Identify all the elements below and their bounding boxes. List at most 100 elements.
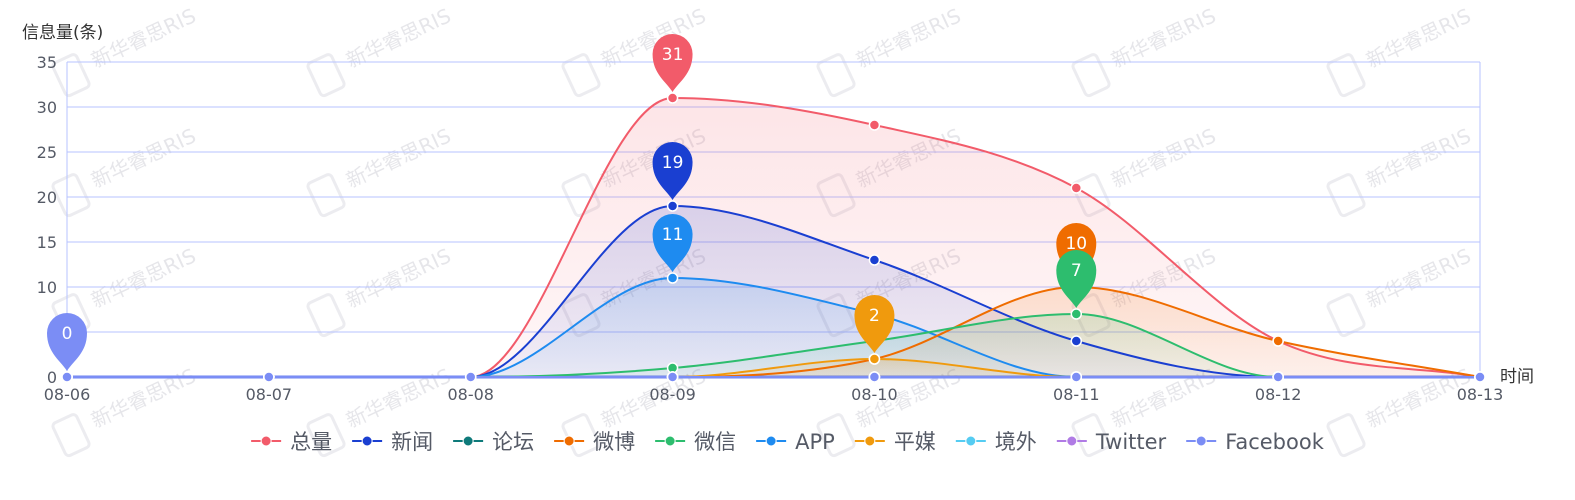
watermark-logo xyxy=(1326,53,1366,98)
legend-item-Twitter: Twitter xyxy=(1056,430,1167,454)
point-新闻 xyxy=(868,254,881,266)
watermark: 新华睿思RIS xyxy=(816,3,964,98)
watermark-logo xyxy=(816,53,856,98)
marker-value: 7 xyxy=(1071,261,1082,281)
point-Facebook xyxy=(61,371,73,383)
x-tick-label: 08-08 xyxy=(447,385,494,404)
point-APP xyxy=(666,272,679,284)
x-axis-title: 时间 xyxy=(1500,367,1534,387)
legend-swatch-dot xyxy=(765,435,777,447)
x-tick-label: 08-11 xyxy=(1053,385,1100,404)
y-axis-title: 信息量(条) xyxy=(22,23,103,43)
watermark: 新华睿思RIS xyxy=(51,363,199,458)
y-tick-label: 15 xyxy=(37,233,57,252)
max-marker-新闻: 19 xyxy=(652,142,693,200)
watermark-text: 新华睿思RIS xyxy=(87,123,199,192)
max-marker-APP: 11 xyxy=(652,214,693,272)
marker-value: 2 xyxy=(869,306,880,326)
point-Facebook xyxy=(464,371,477,383)
legend-label: 论坛 xyxy=(492,430,534,454)
y-tick-label: 0 xyxy=(47,368,57,387)
legend-swatch-dot xyxy=(664,435,676,447)
area-APP xyxy=(67,278,1480,377)
max-marker-微信: 7 xyxy=(1056,250,1097,308)
watermark-text: 新华睿思RIS xyxy=(87,363,199,432)
marker-value: 0 xyxy=(62,324,73,344)
x-tick-label: 08-10 xyxy=(851,385,898,404)
legend-label: APP xyxy=(795,430,835,454)
point-微信 xyxy=(1070,308,1083,320)
marker-value: 11 xyxy=(662,225,684,245)
watermark-logo xyxy=(1326,413,1366,458)
watermark: 新华睿思RIS xyxy=(51,123,199,218)
marker-value: 19 xyxy=(662,153,684,173)
legend-swatch-dot xyxy=(260,435,272,447)
watermark-logo xyxy=(561,53,601,98)
legend-label: 微信 xyxy=(694,430,736,454)
watermark-text: 新华睿思RIS xyxy=(1362,123,1474,192)
legend-label: Twitter xyxy=(1095,430,1167,454)
watermark: 新华睿思RIS xyxy=(1326,123,1474,218)
point-微博 xyxy=(1272,335,1284,347)
marker-pin-shape xyxy=(47,313,87,371)
watermark: 新华睿思RIS xyxy=(306,243,454,338)
marker-pin-shape xyxy=(652,214,693,272)
point-Facebook xyxy=(868,371,881,383)
point-Facebook xyxy=(263,371,275,383)
watermark: 新华睿思RIS xyxy=(306,123,454,218)
max-marker-总量: 31 xyxy=(652,34,693,92)
y-tick-label: 35 xyxy=(37,53,57,72)
legend-swatch-dot xyxy=(864,435,876,447)
y-tick-label: 10 xyxy=(37,278,57,297)
area-微信 xyxy=(67,314,1480,377)
x-axis-ticks: 08-06 08-07 08-08 08-09 08-10 08-11 08-12 08-13 xyxy=(44,377,1504,404)
watermark-text: 新华睿思RIS xyxy=(87,243,199,312)
marker-value: 31 xyxy=(662,45,684,65)
x-tick-label: 08-13 xyxy=(1457,385,1504,404)
max-marker-平媒: 2 xyxy=(854,295,895,353)
max-value-markers: 31 19 10 7 11 2 0 xyxy=(47,34,1097,371)
watermark: 新华睿思RIS xyxy=(1326,243,1474,338)
watermark-logo xyxy=(51,173,91,218)
legend-swatch-dot xyxy=(563,435,575,447)
marker-value: 10 xyxy=(1065,234,1087,254)
legend-item-境外: 境外 xyxy=(955,430,1037,454)
chart-legend: 总量 新闻 论坛 微博 微信 APP 平媒 境外 Twitter Facebook xyxy=(251,430,1325,454)
watermark-logo xyxy=(51,53,91,98)
y-tick-label: 25 xyxy=(37,143,57,162)
marker-pin-shape xyxy=(652,142,693,200)
legend-swatch-dot xyxy=(361,435,373,447)
x-tick-label: 08-09 xyxy=(649,385,696,404)
legend-swatch-dot xyxy=(1195,435,1207,447)
legend-label: 微博 xyxy=(593,430,635,454)
point-Facebook xyxy=(1070,371,1083,383)
y-axis-ticks: 05101520253035 xyxy=(37,53,57,387)
point-Facebook xyxy=(1272,371,1284,383)
legend-label: 总量 xyxy=(290,430,332,454)
watermark-text: 新华睿思RIS xyxy=(342,123,454,192)
legend-item-论坛: 论坛 xyxy=(453,430,534,454)
point-新闻 xyxy=(666,200,679,212)
watermark-logo xyxy=(1326,173,1366,218)
watermark: 新华睿思RIS xyxy=(1071,3,1219,98)
y-tick-label: 20 xyxy=(37,188,57,207)
x-tick-label: 08-06 xyxy=(44,385,91,404)
watermark-logo xyxy=(306,293,346,338)
legend-label: Facebook xyxy=(1225,430,1325,454)
legend-item-平媒: 平媒 xyxy=(854,430,936,454)
watermark-logo xyxy=(306,173,346,218)
legend-swatch-dot xyxy=(462,435,474,447)
legend-label: 新闻 xyxy=(391,430,433,454)
watermark: 新华睿思RIS xyxy=(306,3,454,98)
watermark-logo xyxy=(1071,53,1111,98)
legend-item-总量: 总量 xyxy=(251,430,332,454)
point-总量 xyxy=(868,119,881,131)
y-tick-label: 30 xyxy=(37,98,57,117)
series-lines xyxy=(67,96,1481,379)
legend-item-新闻: 新闻 xyxy=(352,430,433,454)
watermark-logo xyxy=(306,413,346,458)
watermark-logo xyxy=(1326,293,1366,338)
legend-item-Facebook: Facebook xyxy=(1186,430,1325,454)
legend-label: 境外 xyxy=(995,430,1037,454)
